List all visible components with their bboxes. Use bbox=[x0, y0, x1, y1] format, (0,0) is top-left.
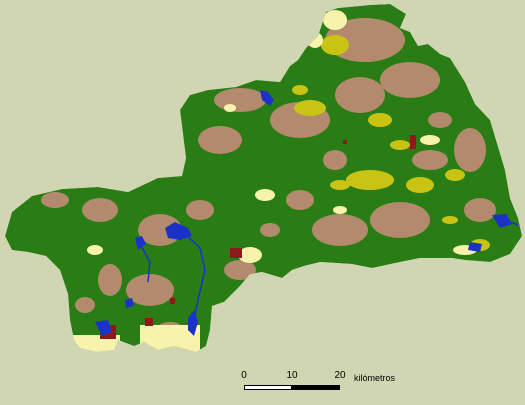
scale-tick-10: 10 bbox=[286, 370, 298, 381]
water-bodies bbox=[95, 90, 512, 336]
scale-segment-black bbox=[291, 385, 340, 390]
cropland-cover bbox=[292, 35, 490, 251]
scale-segment-white bbox=[244, 385, 292, 390]
scale-bar: 0 10 20 kilómetros bbox=[238, 370, 398, 400]
rivers bbox=[139, 219, 519, 321]
scale-tick-0: 0 bbox=[241, 370, 247, 381]
shrub-cover bbox=[41, 18, 496, 338]
scale-tick-20: 20 bbox=[334, 370, 346, 381]
scale-unit: kilómetros bbox=[354, 373, 396, 383]
